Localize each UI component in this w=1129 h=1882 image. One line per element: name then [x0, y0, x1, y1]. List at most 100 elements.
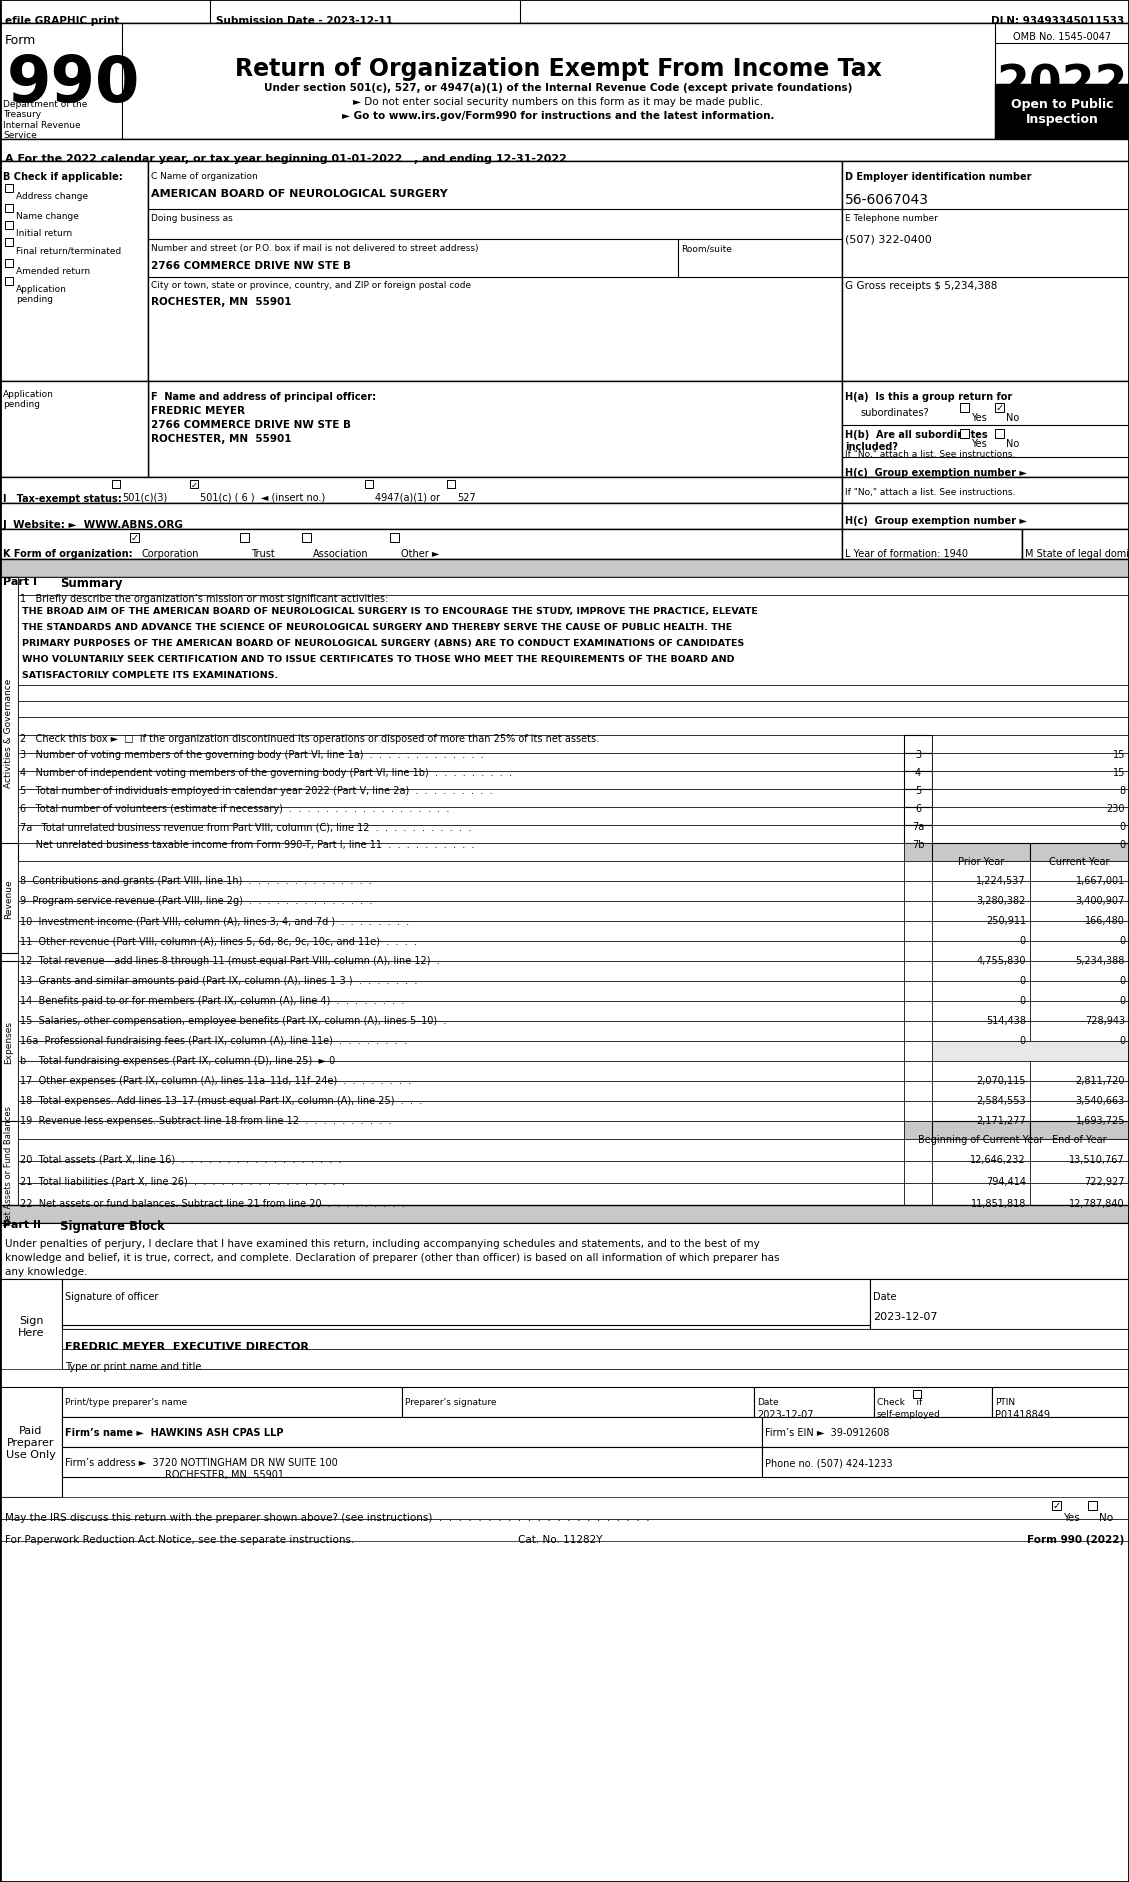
Bar: [18, 982, 904, 1001]
Text: ► Do not enter social security numbers on this form as it may be made public.: ► Do not enter social security numbers o…: [353, 98, 763, 107]
Bar: [904, 1122, 933, 1139]
Bar: [904, 1161, 933, 1184]
Text: 527: 527: [457, 493, 475, 502]
Text: End of Year: End of Year: [1052, 1135, 1106, 1144]
Text: 2,070,115: 2,070,115: [977, 1075, 1026, 1086]
Bar: [5, 222, 14, 230]
Text: ROCHESTER, MN  55901: ROCHESTER, MN 55901: [151, 297, 291, 307]
Bar: [402, 1387, 754, 1417]
Bar: [5, 239, 14, 247]
Text: 3   Number of voting members of the governing body (Part VI, line 1a)  .  .  .  : 3 Number of voting members of the govern…: [20, 749, 483, 760]
Bar: [18, 1041, 904, 1061]
Bar: [904, 982, 933, 1001]
Text: THE BROAD AIM OF THE AMERICAN BOARD OF NEUROLOGICAL SURGERY IS TO ENCOURAGE THE : THE BROAD AIM OF THE AMERICAN BOARD OF N…: [21, 606, 758, 615]
Bar: [18, 772, 904, 790]
Bar: [18, 843, 904, 862]
Bar: [62, 1417, 762, 1447]
Bar: [904, 1041, 933, 1061]
Bar: [18, 862, 904, 881]
Text: Number and street (or P.O. box if mail is not delivered to street address): Number and street (or P.O. box if mail i…: [151, 245, 479, 252]
Bar: [0, 504, 842, 529]
Text: Current Year: Current Year: [1049, 856, 1110, 866]
Text: Association: Association: [313, 550, 369, 559]
Text: 13  Grants and similar amounts paid (Part IX, column (A), lines 1-3 )  .  .  .  : 13 Grants and similar amounts paid (Part…: [20, 975, 418, 986]
Text: 11,851,818: 11,851,818: [971, 1199, 1026, 1208]
Text: A For the 2022 calendar year, or tax year beginning 01-01-2022   , and ending 12: A For the 2022 calendar year, or tax yea…: [5, 154, 567, 164]
Text: G Gross receipts $ 5,234,388: G Gross receipts $ 5,234,388: [844, 280, 997, 292]
Text: No: No: [1099, 1513, 1113, 1523]
Text: 5: 5: [914, 785, 921, 796]
Bar: [18, 901, 904, 922]
Text: 4   Number of independent voting members of the governing body (Part VI, line 1b: 4 Number of independent voting members o…: [20, 768, 511, 777]
Text: 166,480: 166,480: [1085, 915, 1124, 926]
Bar: [0, 529, 842, 559]
Bar: [762, 1447, 1129, 1477]
Bar: [18, 578, 1129, 597]
Bar: [933, 807, 1129, 826]
Text: 20  Total assets (Part X, line 16)  .  .  .  .  .  .  .  .  .  .  .  .  .  .  . : 20 Total assets (Part X, line 16) . . . …: [20, 1154, 342, 1165]
Bar: [62, 1447, 762, 1477]
Text: Net unrelated business taxable income from Form 990-T, Part I, line 11  .  .  . : Net unrelated business taxable income fr…: [20, 839, 474, 849]
Text: 230: 230: [1106, 804, 1124, 813]
Bar: [18, 597, 1129, 685]
Text: Part I: Part I: [3, 576, 37, 587]
Text: Application
pending: Application pending: [16, 284, 67, 305]
Bar: [0, 1223, 1129, 1280]
Text: 0: 0: [1119, 839, 1124, 849]
Bar: [190, 480, 198, 489]
Bar: [842, 162, 1129, 382]
Text: 18  Total expenses. Add lines 13–17 (must equal Part IX, column (A), line 25)  .: 18 Total expenses. Add lines 13–17 (must…: [20, 1095, 422, 1105]
Text: 21  Total liabilities (Part X, line 26)  .  .  .  .  .  .  .  .  .  .  .  .  .  : 21 Total liabilities (Part X, line 26) .…: [20, 1176, 345, 1186]
Text: Yes: Yes: [1064, 1513, 1079, 1523]
Text: 12,646,232: 12,646,232: [970, 1154, 1026, 1165]
Bar: [18, 736, 904, 753]
Bar: [18, 1061, 904, 1082]
Text: No: No: [1006, 412, 1019, 423]
Text: Return of Organization Exempt From Income Tax: Return of Organization Exempt From Incom…: [235, 56, 882, 81]
Bar: [18, 1101, 904, 1122]
Text: Address change: Address change: [16, 192, 88, 201]
Bar: [904, 772, 933, 790]
Bar: [933, 1161, 1030, 1184]
Text: Firm’s EIN ►  39-0912608: Firm’s EIN ► 39-0912608: [765, 1427, 890, 1438]
Text: 4947(a)(1) or: 4947(a)(1) or: [375, 493, 440, 502]
Bar: [933, 1139, 1030, 1161]
Bar: [904, 1139, 933, 1161]
Bar: [18, 685, 1129, 702]
Text: 10  Investment income (Part VIII, column (A), lines 3, 4, and 7d )  .  .  .  .  : 10 Investment income (Part VIII, column …: [20, 915, 409, 926]
Bar: [0, 1387, 62, 1498]
Bar: [0, 1122, 18, 1210]
Bar: [1030, 1161, 1129, 1184]
Bar: [301, 534, 310, 542]
Bar: [18, 922, 904, 941]
Bar: [18, 1001, 904, 1022]
Text: 9  Program service revenue (Part VIII, line 2g)  .  .  .  .  .  .  .  .  .  .  .: 9 Program service revenue (Part VIII, li…: [20, 896, 373, 905]
Bar: [18, 881, 904, 901]
Text: 722,927: 722,927: [1085, 1176, 1124, 1186]
Bar: [0, 962, 18, 1122]
Text: subordinates?: subordinates?: [860, 408, 929, 418]
Text: ROCHESTER, MN  55901: ROCHESTER, MN 55901: [65, 1470, 285, 1479]
Bar: [842, 529, 1022, 559]
Bar: [904, 881, 933, 901]
Bar: [18, 826, 904, 843]
Bar: [904, 1001, 933, 1022]
Bar: [1030, 1101, 1129, 1122]
Bar: [18, 941, 904, 962]
Bar: [240, 534, 250, 542]
Text: No: No: [1006, 439, 1019, 448]
Bar: [390, 534, 399, 542]
Bar: [1088, 1502, 1097, 1509]
Bar: [1030, 901, 1129, 922]
Bar: [1030, 843, 1129, 862]
Bar: [62, 1387, 402, 1417]
Bar: [933, 1082, 1030, 1101]
Text: 7a: 7a: [912, 822, 925, 832]
Bar: [112, 480, 120, 489]
Bar: [1030, 862, 1129, 881]
Text: 1,667,001: 1,667,001: [1076, 875, 1124, 886]
Bar: [18, 1184, 904, 1204]
Bar: [904, 941, 933, 962]
Text: Date: Date: [758, 1396, 779, 1406]
Bar: [904, 753, 933, 772]
